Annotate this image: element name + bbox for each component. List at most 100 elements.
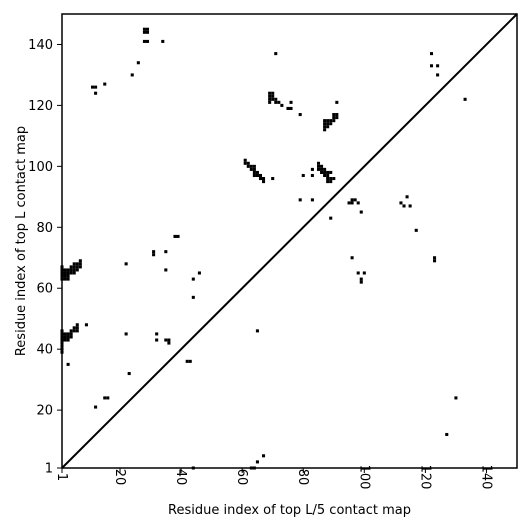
- contact-point: [329, 177, 333, 181]
- contact-point: [155, 332, 159, 336]
- contact-point: [436, 64, 440, 68]
- x-tick-label: 60: [234, 469, 249, 486]
- contact-point: [75, 268, 79, 272]
- contact-point: [243, 158, 247, 162]
- contact-point: [268, 97, 272, 101]
- contact-point: [75, 323, 79, 327]
- contact-point: [326, 173, 330, 178]
- contact-point: [277, 100, 281, 104]
- contact-point: [75, 326, 79, 330]
- contact-point: [252, 170, 256, 174]
- contact-point: [78, 259, 82, 263]
- contact-point: [332, 119, 336, 123]
- contact-point: [246, 164, 250, 168]
- contact-point: [326, 122, 330, 126]
- contact-point: [310, 167, 314, 171]
- y-tick-label: 100: [28, 160, 53, 175]
- contact-point: [268, 91, 272, 95]
- contact-point: [347, 201, 351, 205]
- contact-point: [320, 167, 324, 171]
- contact-point: [75, 329, 79, 333]
- contact-point: [359, 280, 363, 284]
- contact-point: [335, 116, 339, 120]
- contact-point: [69, 329, 73, 333]
- contact-point: [152, 253, 156, 257]
- contact-point: [280, 103, 284, 107]
- contact-point: [145, 30, 150, 34]
- x-tick-label: 40: [173, 469, 188, 486]
- contact-point: [433, 259, 437, 263]
- contact-point: [326, 119, 330, 123]
- contact-point: [454, 396, 458, 400]
- contact-point: [359, 277, 363, 281]
- contact-point: [176, 234, 180, 238]
- contact-point: [69, 332, 73, 336]
- contact-point: [243, 161, 247, 165]
- contact-point: [103, 82, 107, 86]
- contact-point: [124, 332, 128, 336]
- contact-point: [414, 228, 418, 232]
- contact-point: [323, 128, 327, 132]
- contact-point: [249, 167, 253, 171]
- contact-point: [72, 329, 76, 333]
- contact-point: [350, 256, 354, 260]
- contact-point: [197, 271, 201, 275]
- contact-point: [323, 173, 327, 178]
- contact-point: [75, 262, 79, 266]
- y-tick-label: 40: [36, 343, 53, 358]
- plot-frame: [61, 13, 518, 469]
- x-axis-label: Residue index of top L/5 contact map: [168, 503, 411, 518]
- contact-point: [252, 164, 256, 168]
- contact-point: [262, 177, 266, 181]
- contact-point: [289, 100, 293, 104]
- contact-point: [463, 97, 467, 101]
- contact-point: [106, 396, 110, 400]
- contact-point: [271, 177, 275, 181]
- contact-point: [69, 271, 73, 275]
- y-tick-label: 120: [28, 99, 53, 114]
- contact-point: [124, 262, 128, 266]
- contact-point: [94, 405, 98, 409]
- contact-point: [91, 85, 95, 89]
- contact-point: [350, 198, 354, 202]
- y-axis-label: Residue index of top L contact map: [14, 126, 29, 356]
- contact-point: [185, 359, 189, 363]
- contact-point: [255, 170, 259, 174]
- contact-point: [66, 268, 70, 272]
- x-tick-label: 20: [112, 469, 127, 486]
- contact-point: [436, 73, 440, 77]
- contact-point: [271, 97, 275, 101]
- contact-point: [408, 204, 412, 208]
- contact-point: [274, 52, 278, 56]
- contact-point: [405, 195, 409, 199]
- contact-point: [271, 94, 275, 98]
- contact-point: [72, 265, 76, 269]
- y-tick-label: 20: [36, 404, 53, 419]
- contact-point: [75, 265, 79, 269]
- contact-point: [356, 201, 360, 205]
- contact-point: [429, 52, 434, 56]
- x-tick-label: 120: [417, 465, 432, 490]
- contact-point: [63, 332, 67, 336]
- diagonal-line: [61, 13, 518, 469]
- contact-point: [399, 201, 403, 205]
- contact-point: [332, 177, 336, 181]
- contact-point: [350, 201, 354, 205]
- contact-point: [323, 119, 327, 123]
- contact-point: [94, 91, 98, 95]
- contact-point: [161, 39, 165, 43]
- x-tick-label: 1: [54, 473, 69, 481]
- contact-point: [246, 161, 250, 165]
- contact-point: [433, 256, 437, 260]
- contact-point: [152, 250, 156, 254]
- contact-point: [332, 113, 336, 117]
- contact-point: [326, 177, 330, 181]
- contact-point: [445, 432, 449, 437]
- contact-point: [145, 27, 150, 31]
- contact-point: [66, 277, 70, 281]
- x-axis-ticks: 1 20 40 60 80 100 120 140: [54, 465, 493, 490]
- contact-point: [268, 100, 272, 104]
- contact-point: [274, 97, 278, 101]
- contact-point: [320, 164, 324, 168]
